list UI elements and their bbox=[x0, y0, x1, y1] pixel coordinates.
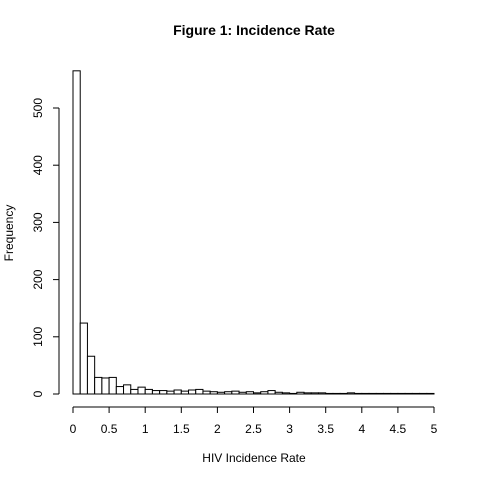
histogram-bar-9 bbox=[137, 386, 146, 395]
histogram-bar-25 bbox=[253, 392, 262, 395]
x-tick-label: 1 bbox=[142, 422, 149, 436]
x-tick-label: 5 bbox=[431, 422, 438, 436]
x-axis-label: HIV Incidence Rate bbox=[202, 451, 306, 465]
histogram-bar-40 bbox=[361, 392, 370, 395]
histogram-bar-39 bbox=[354, 392, 363, 395]
histogram-bar-15 bbox=[180, 390, 190, 395]
histogram-bar-8 bbox=[130, 388, 139, 395]
histogram-bar-45 bbox=[397, 392, 406, 395]
x-tick-label: 0 bbox=[70, 422, 77, 436]
histogram-bar-17 bbox=[195, 388, 204, 395]
y-tick-label: 100 bbox=[31, 326, 45, 346]
histogram-bar-0 bbox=[72, 70, 81, 395]
y-tick-label: 400 bbox=[31, 155, 45, 175]
histogram-bar-35 bbox=[325, 392, 334, 395]
x-tick-label: 2.5 bbox=[245, 422, 262, 436]
histogram-bar-16 bbox=[188, 389, 197, 395]
x-tick-label: 2 bbox=[214, 422, 221, 436]
histogram-bar-7 bbox=[123, 384, 132, 395]
histogram-bar-2 bbox=[86, 355, 96, 395]
histogram-bar-33 bbox=[310, 392, 319, 395]
histogram-bar-49 bbox=[426, 392, 435, 395]
y-tick-label: 300 bbox=[31, 212, 45, 232]
histogram-bar-26 bbox=[260, 391, 269, 395]
y-tick-label: 200 bbox=[31, 269, 45, 289]
histogram-bar-37 bbox=[339, 392, 348, 395]
y-tick-label: 500 bbox=[31, 98, 45, 118]
histogram-bar-48 bbox=[419, 392, 428, 395]
histogram-bar-28 bbox=[274, 391, 283, 395]
histogram-bars bbox=[72, 70, 435, 395]
x-tick-label: 1.5 bbox=[173, 422, 190, 436]
histogram-bar-31 bbox=[296, 391, 305, 395]
x-tick-label: 3.5 bbox=[317, 422, 334, 436]
histogram-bar-14 bbox=[173, 389, 182, 395]
histogram-bar-38 bbox=[346, 392, 356, 395]
histogram-bar-29 bbox=[281, 392, 291, 395]
histogram-bar-21 bbox=[224, 391, 233, 395]
histogram-bar-19 bbox=[209, 391, 218, 395]
histogram-bar-46 bbox=[404, 392, 413, 395]
histogram-bar-24 bbox=[245, 391, 254, 395]
histogram-bar-11 bbox=[151, 390, 161, 395]
y-axis: 0 100 200 300 400 500 bbox=[31, 98, 60, 397]
y-tick-label: 0 bbox=[31, 390, 45, 397]
histogram-bar-20 bbox=[216, 391, 226, 395]
x-tick-label: 4 bbox=[358, 422, 365, 436]
histogram-bar-42 bbox=[375, 392, 384, 395]
histogram-bar-30 bbox=[289, 392, 298, 395]
y-axis-label: Frequency bbox=[2, 205, 16, 262]
histogram-bar-23 bbox=[238, 391, 247, 395]
histogram-bar-32 bbox=[303, 392, 312, 395]
histogram-bar-27 bbox=[267, 390, 276, 395]
histogram-bar-1 bbox=[79, 322, 88, 395]
histogram-bar-36 bbox=[332, 392, 341, 395]
histogram-bar-43 bbox=[382, 392, 392, 395]
histogram-bar-10 bbox=[144, 388, 153, 395]
x-tick-label: 3 bbox=[286, 422, 293, 436]
x-tick-label: 4.5 bbox=[390, 422, 407, 436]
x-tick-label: 0.5 bbox=[101, 422, 118, 436]
histogram-bar-13 bbox=[166, 390, 175, 395]
histogram-bar-47 bbox=[411, 392, 421, 395]
histogram-bar-12 bbox=[159, 390, 168, 395]
histogram-bar-6 bbox=[115, 386, 125, 395]
histogram-bar-18 bbox=[202, 390, 211, 395]
histogram-bar-22 bbox=[231, 390, 240, 395]
x-axis: 0 0.5 1 1.5 2 2.5 3 3.5 4 4.5 5 bbox=[70, 406, 438, 436]
histogram-bar-34 bbox=[317, 392, 327, 395]
chart-title: Figure 1: Incidence Rate bbox=[173, 22, 335, 38]
histogram-bar-5 bbox=[108, 376, 117, 395]
histogram-bar-4 bbox=[101, 377, 110, 395]
histogram-bar-3 bbox=[94, 376, 103, 395]
histogram-bar-41 bbox=[368, 392, 377, 395]
histogram-bar-44 bbox=[390, 392, 399, 395]
